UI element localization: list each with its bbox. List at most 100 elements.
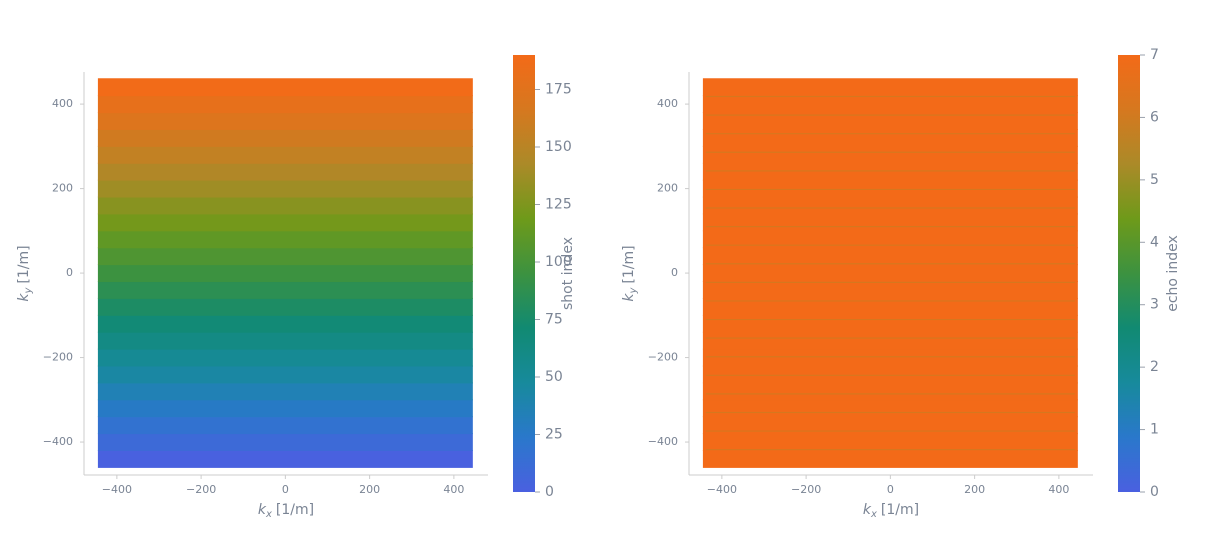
- colorbar-tick-label: 50: [545, 369, 563, 385]
- x-axis-label-unit: [1/m]: [276, 502, 314, 518]
- trajectory-row: [97, 433, 473, 451]
- trajectory-row: [97, 331, 473, 350]
- trajectory-row: [702, 449, 1078, 468]
- x-tick-label: 200: [359, 483, 380, 496]
- trajectory-row: [702, 112, 1078, 130]
- x-tick-label: −400: [102, 483, 132, 496]
- y-tick-label: 0: [671, 266, 678, 279]
- colorbar: [513, 55, 535, 492]
- trajectory-row: [97, 196, 473, 215]
- trajectory-row: [702, 399, 1078, 418]
- trajectory-row: [702, 281, 1078, 299]
- trajectory-row: [702, 162, 1078, 181]
- trajectory-row: [702, 145, 1078, 164]
- trajectory-row: [97, 281, 473, 299]
- trajectory-row: [702, 179, 1078, 198]
- colorbar-tick-label: 2: [1150, 359, 1159, 375]
- trajectory-row: [702, 78, 1078, 97]
- trajectory-row: [97, 365, 473, 384]
- colorbar-tick-label: 3: [1150, 297, 1159, 313]
- trajectory-row: [702, 382, 1078, 401]
- y-tick-label: −200: [648, 351, 678, 364]
- colorbar-tick-label: 100: [545, 254, 572, 270]
- y-axis-label-unit: [1/m]: [621, 245, 637, 283]
- x-axis-label-unit: [1/m]: [881, 502, 919, 518]
- trajectory-row: [97, 348, 473, 367]
- trajectory-row: [97, 162, 473, 181]
- colorbar-label: echo index: [1165, 235, 1181, 312]
- trajectory-row: [97, 314, 473, 333]
- trajectory-row: [97, 128, 473, 147]
- trajectory-row: [702, 95, 1078, 114]
- trajectory-row: [702, 416, 1078, 435]
- y-axis-label-symbol: k: [621, 293, 637, 302]
- colorbar-tick-label: 0: [1150, 484, 1159, 500]
- trajectory-row: [97, 230, 473, 249]
- colorbar-tick-label: 75: [545, 312, 563, 328]
- y-tick-label: −400: [43, 435, 73, 448]
- x-axis-label-symbol: k: [863, 502, 872, 518]
- colorbar-tick-label: 0: [545, 484, 554, 500]
- trajectory-row: [702, 433, 1078, 451]
- y-tick-label: −400: [648, 435, 678, 448]
- y-tick-label: 200: [657, 182, 678, 195]
- colorbar-tick-label: 25: [545, 427, 563, 443]
- x-axis-label-subscript: x: [265, 509, 272, 520]
- y-tick-label: 400: [657, 97, 678, 110]
- y-tick-label: −200: [43, 351, 73, 364]
- trajectory-row: [702, 247, 1078, 266]
- trajectory-row: [97, 399, 473, 418]
- trajectory-row: [97, 449, 473, 468]
- trajectory-row: [97, 95, 473, 114]
- colorbar-tick-label: 7: [1150, 47, 1159, 63]
- colorbar-tick-label: 5: [1150, 172, 1159, 188]
- trajectory-row: [97, 145, 473, 164]
- y-axis-label-subscript: y: [23, 287, 34, 295]
- x-tick-label: 0: [282, 483, 289, 496]
- trajectory-row: [702, 128, 1078, 147]
- x-axis-label: kx [1/m]: [258, 502, 314, 520]
- colorbar-tick-label: 125: [545, 197, 572, 213]
- x-axis-label-subscript: x: [870, 509, 877, 520]
- colorbar-tick-label: 175: [545, 82, 572, 98]
- trajectory-row: [702, 314, 1078, 333]
- colorbar-label: shot index: [560, 237, 576, 310]
- x-tick-label: 0: [887, 483, 894, 496]
- colorbar-tick-label: 150: [545, 139, 572, 155]
- trajectory-row: [97, 112, 473, 130]
- trajectory-row: [702, 213, 1078, 232]
- trajectory-row: [702, 348, 1078, 367]
- trajectory-row: [702, 264, 1078, 283]
- y-axis-label: ky [1/m]: [16, 245, 34, 301]
- trajectory-row: [97, 213, 473, 232]
- colorbar-tick-label: 4: [1150, 234, 1159, 250]
- trajectory-row: [97, 297, 473, 316]
- x-axis-label-symbol: k: [258, 502, 267, 518]
- y-tick-label: 200: [52, 182, 73, 195]
- y-axis-label-symbol: k: [16, 293, 32, 302]
- y-axis-label-subscript: y: [628, 287, 639, 295]
- x-tick-label: 400: [443, 483, 464, 496]
- trajectory-row: [702, 230, 1078, 249]
- trajectory-row: [97, 382, 473, 401]
- colorbar: [1118, 55, 1140, 492]
- trajectory-row: [97, 247, 473, 266]
- trajectory-row: [97, 264, 473, 283]
- y-tick-label: 0: [66, 266, 73, 279]
- y-axis-label: ky [1/m]: [621, 245, 639, 301]
- x-tick-label: 200: [964, 483, 985, 496]
- y-axis-label-unit: [1/m]: [16, 245, 32, 283]
- trajectory-row: [702, 196, 1078, 215]
- colorbar-tick-label: 1: [1150, 422, 1159, 438]
- trajectory-row: [97, 416, 473, 435]
- x-tick-label: −200: [186, 483, 216, 496]
- trajectory-row: [97, 179, 473, 198]
- x-tick-label: 400: [1048, 483, 1069, 496]
- trajectory-row: [97, 78, 473, 97]
- y-tick-label: 400: [52, 97, 73, 110]
- trajectory-row: [702, 331, 1078, 350]
- x-tick-label: −400: [707, 483, 737, 496]
- colorbar-tick-label: 6: [1150, 109, 1159, 125]
- trajectory-row: [702, 365, 1078, 384]
